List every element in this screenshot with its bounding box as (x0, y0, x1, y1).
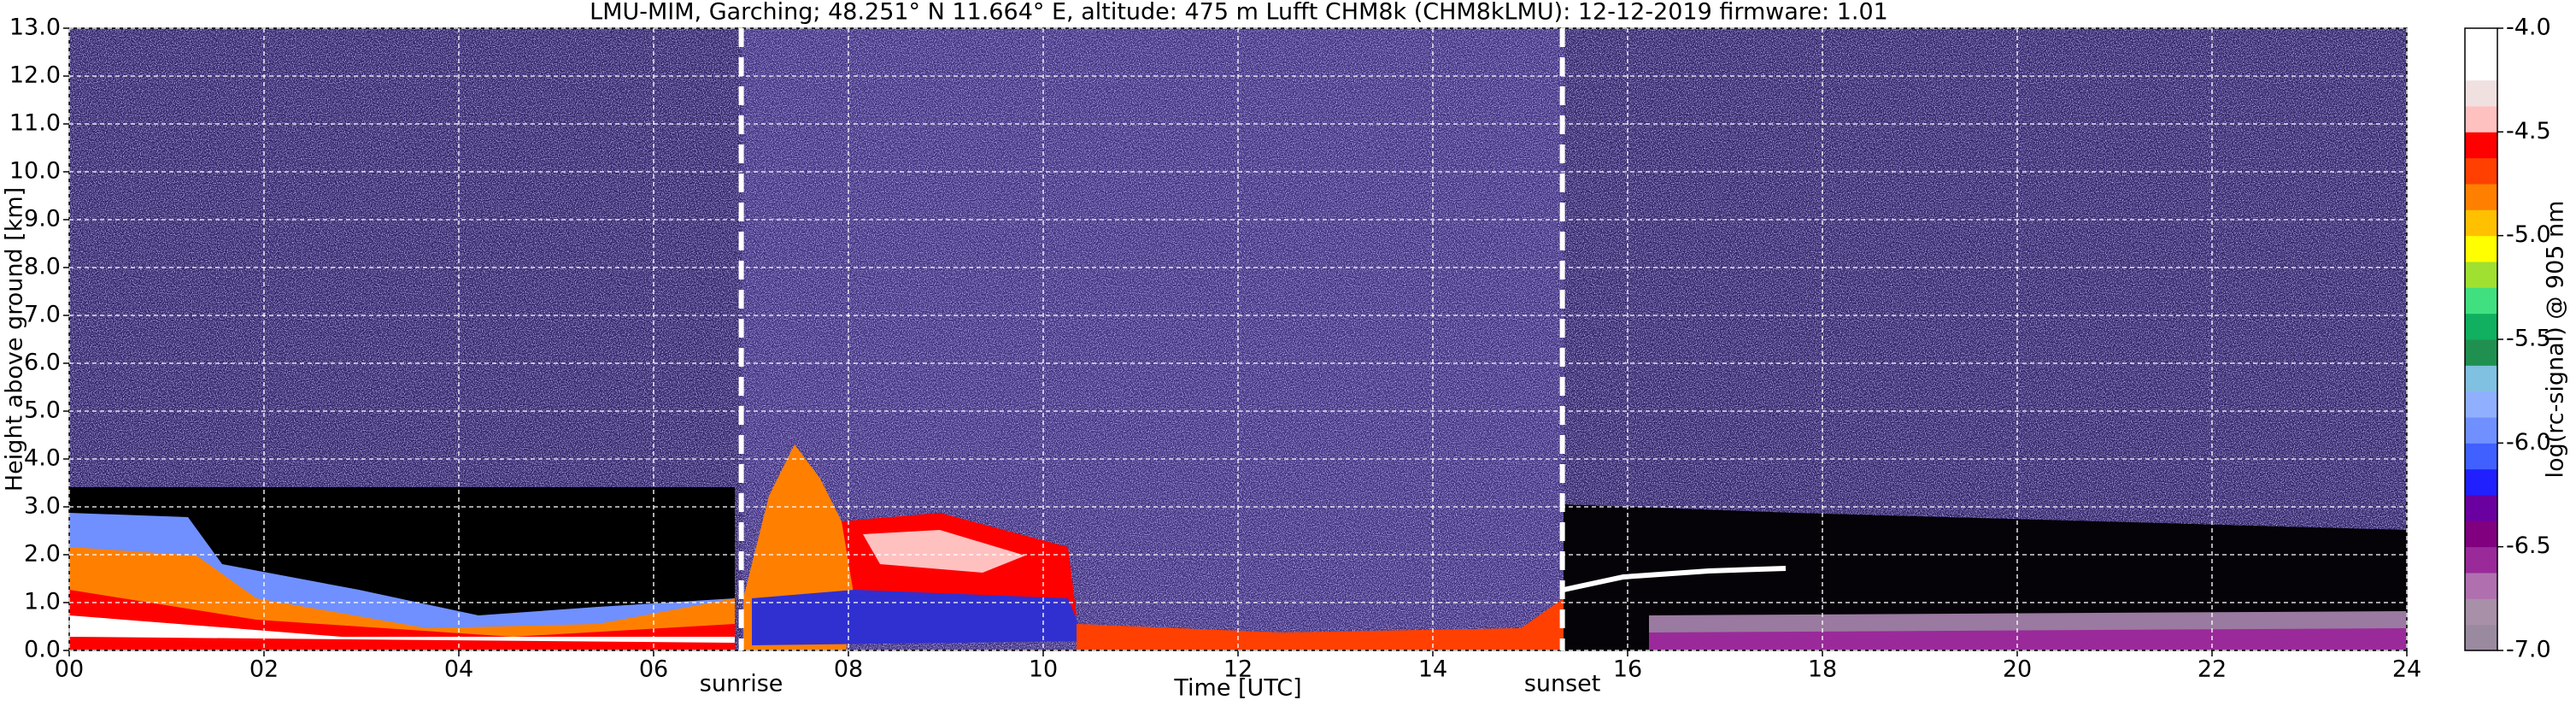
y-tick-label: 4.0 (24, 445, 61, 472)
annotation-label: sunrise (700, 671, 783, 697)
colorbar-swatch (2465, 573, 2497, 599)
evening-residual-low (1649, 628, 2407, 650)
colorbar-swatch (2465, 365, 2497, 392)
x-tick-label: 16 (1613, 656, 1642, 683)
y-tick-label: 9.0 (24, 206, 61, 232)
colorbar-swatch (2465, 598, 2497, 626)
colorbar-swatch (2465, 106, 2497, 132)
x-tick-label: 18 (1808, 656, 1837, 683)
y-tick-label: 13.0 (9, 15, 61, 41)
x-tick-label: 12 (1223, 656, 1253, 683)
x-tick-label: 24 (2392, 656, 2421, 683)
colorbar-swatch (2465, 417, 2497, 444)
colorbar-swatch (2465, 468, 2497, 496)
afternoon-bl (1077, 598, 1564, 650)
y-tick-label: 12.0 (9, 62, 61, 89)
evening-cloud (1563, 566, 1787, 592)
x-tick-label: 02 (249, 656, 279, 683)
colorbar-swatch (2465, 287, 2497, 315)
x-tick-label: 04 (444, 656, 473, 683)
y-tick-label: 10.0 (9, 158, 61, 185)
colorbar-tick-label: -7.0 (2506, 637, 2551, 663)
y-tick-label: 0.0 (24, 637, 61, 663)
colorbar-swatch (2465, 132, 2497, 159)
morning-blue (752, 590, 1085, 645)
colorbar-swatch (2465, 339, 2497, 366)
y-tick-label: 1.0 (24, 589, 61, 615)
y-tick-label: 5.0 (24, 397, 61, 424)
annotation-label: sunset (1524, 671, 1601, 697)
y-tick-label: 3.0 (24, 493, 61, 520)
colorbar-swatch (2465, 28, 2497, 55)
colorbar-swatch (2465, 235, 2497, 262)
colorbar-swatch (2465, 546, 2497, 574)
colorbar-tick-label: -6.0 (2506, 429, 2551, 456)
x-tick-label: 06 (639, 656, 668, 683)
colorbar-tick-label: -5.0 (2506, 221, 2551, 248)
aerosol-core (863, 530, 1025, 573)
colorbar-swatch (2465, 54, 2497, 81)
x-tick-label: 08 (834, 656, 863, 683)
x-tick-label: 22 (2198, 656, 2227, 683)
colorbar-tick-label: -5.5 (2506, 326, 2551, 352)
colorbar-swatch (2465, 391, 2497, 418)
colorbar-swatch (2465, 79, 2497, 107)
y-tick-label: 2.0 (24, 541, 61, 568)
y-axis-label: Height above ground [km] (2, 187, 28, 491)
y-tick-label: 7.0 (24, 302, 61, 328)
x-tick-label: 10 (1029, 656, 1058, 683)
chart-title: LMU-MIM, Garching; 48.251° N 11.664° E, … (590, 0, 1888, 26)
x-axis-label: Time [UTC] (1173, 675, 1301, 702)
colorbar-swatch (2465, 624, 2497, 651)
colorbar-tick-label: -4.0 (2506, 15, 2551, 41)
colorbar-tick-label: -6.5 (2506, 532, 2551, 559)
colorbar-label: log(rc-signal) @ 905 nm (2543, 201, 2569, 479)
x-tick-label: 14 (1418, 656, 1447, 683)
y-tick-label: 6.0 (24, 350, 61, 376)
colorbar-swatch (2465, 157, 2497, 185)
colorbar-swatch (2465, 443, 2497, 470)
colorbar-swatch (2465, 313, 2497, 340)
x-tick-label: 20 (2003, 656, 2032, 683)
y-tick-label: 11.0 (9, 110, 61, 137)
colorbar-swatch (2465, 521, 2497, 548)
colorbar-tick-label: -4.5 (2506, 118, 2551, 144)
colorbar-swatch (2465, 495, 2497, 521)
y-tick-label: 8.0 (24, 254, 61, 280)
x-tick-label: 00 (55, 656, 84, 683)
colorbar-swatch (2465, 184, 2497, 210)
bl-white (69, 615, 735, 643)
colorbar-swatch (2465, 209, 2497, 237)
colorbar-swatch (2465, 262, 2497, 288)
